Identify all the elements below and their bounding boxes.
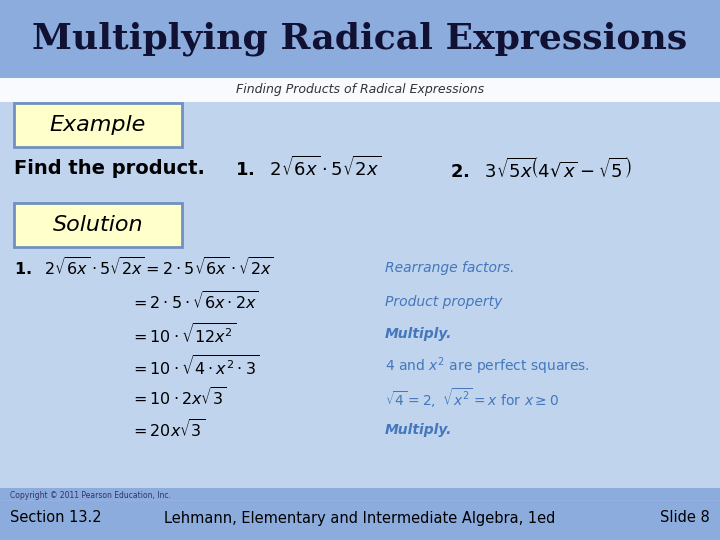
- Text: Finding Products of Radical Expressions: Finding Products of Radical Expressions: [236, 84, 484, 97]
- Text: Multiplying Radical Expressions: Multiplying Radical Expressions: [32, 22, 688, 56]
- Text: $\sqrt{4} = 2,\ \sqrt{x^2} = x\ \mathrm{for}\ x \geq 0$: $\sqrt{4} = 2,\ \sqrt{x^2} = x\ \mathrm{…: [385, 386, 559, 410]
- Bar: [0, 0, 720, 78]
- Text: $\mathbf{2.}\ \ 3\sqrt{5x}\!\left(4\sqrt{x} - \sqrt{5}\right)$: $\mathbf{2.}\ \ 3\sqrt{5x}\!\left(4\sqrt…: [450, 155, 632, 181]
- Text: $\mathbf{1.}\ \ 2\sqrt{6x} \cdot 5\sqrt{2x} = 2 \cdot 5\sqrt{6x} \cdot \sqrt{2x}: $\mathbf{1.}\ \ 2\sqrt{6x} \cdot 5\sqrt{…: [14, 257, 274, 279]
- Text: $= 20x\sqrt{3}$: $= 20x\sqrt{3}$: [130, 419, 205, 441]
- Text: Multiply.: Multiply.: [385, 327, 452, 341]
- Text: Slide 8: Slide 8: [660, 510, 710, 525]
- Bar: [0, 78, 720, 102]
- Bar: [0, 488, 720, 540]
- Text: $= 10 \cdot \sqrt{12x^2}$: $= 10 \cdot \sqrt{12x^2}$: [130, 322, 237, 346]
- Text: Lehmann, Elementary and Intermediate Algebra, 1ed: Lehmann, Elementary and Intermediate Alg…: [164, 510, 556, 525]
- Text: $\mathbf{1.}\ \ 2\sqrt{6x} \cdot 5\sqrt{2x}$: $\mathbf{1.}\ \ 2\sqrt{6x} \cdot 5\sqrt{…: [235, 156, 382, 180]
- Text: Multiply.: Multiply.: [385, 423, 452, 437]
- Text: $= 10 \cdot \sqrt{4 \cdot x^2 \cdot 3}$: $= 10 \cdot \sqrt{4 \cdot x^2 \cdot 3}$: [130, 354, 259, 378]
- Text: Solution: Solution: [53, 215, 143, 235]
- Text: $4\ \mathrm{and}\ x^2\ \mathrm{are\ perfect\ squares.}$: $4\ \mathrm{and}\ x^2\ \mathrm{are\ perf…: [385, 355, 590, 377]
- Text: Section 13.2: Section 13.2: [10, 510, 102, 525]
- Text: Copyright © 2011 Pearson Education, Inc.: Copyright © 2011 Pearson Education, Inc.: [10, 491, 171, 501]
- Text: Product property: Product property: [385, 295, 503, 309]
- Text: Rearrange factors.: Rearrange factors.: [385, 261, 514, 275]
- Text: Find the product.: Find the product.: [14, 159, 205, 178]
- FancyBboxPatch shape: [14, 103, 182, 147]
- Text: Example: Example: [50, 115, 146, 135]
- Text: $= 2 \cdot 5 \cdot \sqrt{6x \cdot 2x}$: $= 2 \cdot 5 \cdot \sqrt{6x \cdot 2x}$: [130, 291, 258, 313]
- FancyBboxPatch shape: [14, 203, 182, 247]
- Text: $= 10 \cdot 2x\sqrt{3}$: $= 10 \cdot 2x\sqrt{3}$: [130, 387, 227, 409]
